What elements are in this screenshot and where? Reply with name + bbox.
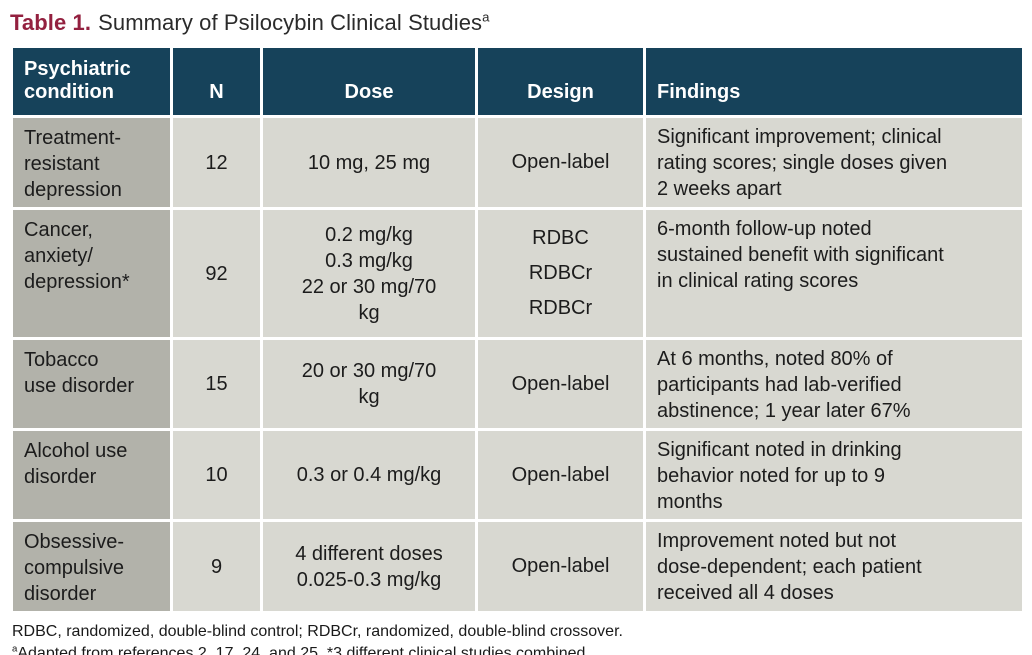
cell-design: RDBC RDBCr RDBCr (475, 207, 646, 341)
cell-n: 15 (170, 337, 263, 432)
table-header: Psychiatric condition N Dose Design Find… (10, 45, 1025, 119)
table-title-text: Summary of Psilocybin Clinical Studies (98, 10, 483, 35)
clinical-studies-table: Psychiatric condition N Dose Design Find… (10, 45, 1025, 615)
table-row: Cancer, anxiety/ depression* 92 0.2 mg/k… (10, 207, 1025, 341)
header-row: Psychiatric condition N Dose Design Find… (10, 45, 1025, 119)
column-header-design: Design (475, 45, 646, 119)
cell-n: 9 (170, 519, 263, 615)
footnote-superscript: a (12, 643, 18, 655)
table-title-label: Table 1. (10, 10, 92, 35)
cell-findings: Improvement noted but not dose-dependent… (643, 519, 1025, 615)
cell-n: 92 (170, 207, 263, 341)
table-row: Obsessive- compulsive disorder 9 4 diffe… (10, 519, 1025, 615)
column-header-dose: Dose (260, 45, 478, 119)
cell-findings: Significant noted in drinking behavior n… (643, 428, 1025, 523)
cell-condition: Alcohol use disorder (10, 428, 173, 523)
table-body: Treatment- resistant depression 12 10 mg… (10, 115, 1025, 615)
cell-design: Open-label (475, 337, 646, 432)
cell-condition: Treatment- resistant depression (10, 115, 173, 211)
cell-design: Open-label (475, 428, 646, 523)
cell-condition: Obsessive- compulsive disorder (10, 519, 173, 615)
cell-dose: 0.2 mg/kg 0.3 mg/kg 22 or 30 mg/70 kg (260, 207, 478, 341)
cell-findings: 6-month follow-up noted sustained benefi… (643, 207, 1025, 341)
cell-n: 10 (170, 428, 263, 523)
table-row: Treatment- resistant depression 12 10 mg… (10, 115, 1025, 211)
footnote-references-text: Adapted from references 2, 17, 24, and 2… (17, 644, 590, 655)
cell-design: Open-label (475, 115, 646, 211)
cell-n: 12 (170, 115, 263, 211)
footnote-abbreviations: RDBC, randomized, double-blind control; … (12, 623, 623, 641)
column-header-findings: Findings (643, 45, 1025, 119)
column-header-psychiatric-condition: Psychiatric condition (10, 45, 173, 119)
cell-condition: Cancer, anxiety/ depression* (10, 207, 173, 341)
cell-condition: Tobacco use disorder (10, 337, 173, 432)
table-title: Table 1. Summary of Psilocybin Clinical S… (10, 10, 1022, 36)
cell-dose: 0.3 or 0.4 mg/kg (260, 428, 478, 523)
cell-dose: 4 different doses 0.025-0.3 mg/kg (260, 519, 478, 615)
table-row: Alcohol use disorder 10 0.3 or 0.4 mg/kg… (10, 428, 1025, 523)
table-title-superscript: a (482, 9, 490, 25)
footnotes: RDBC, randomized, double-blind control; … (12, 621, 1022, 655)
footnote-references: aAdapted from references 2, 17, 24, and … (12, 643, 1022, 655)
cell-findings: At 6 months, noted 80% of participants h… (643, 337, 1025, 432)
column-header-n: N (170, 45, 263, 119)
cell-findings: Significant improvement; clinical rating… (643, 115, 1025, 211)
table-row: Tobacco use disorder 15 20 or 30 mg/70 k… (10, 337, 1025, 432)
cell-design: Open-label (475, 519, 646, 615)
cell-dose: 20 or 30 mg/70 kg (260, 337, 478, 432)
cell-dose: 10 mg, 25 mg (260, 115, 478, 211)
